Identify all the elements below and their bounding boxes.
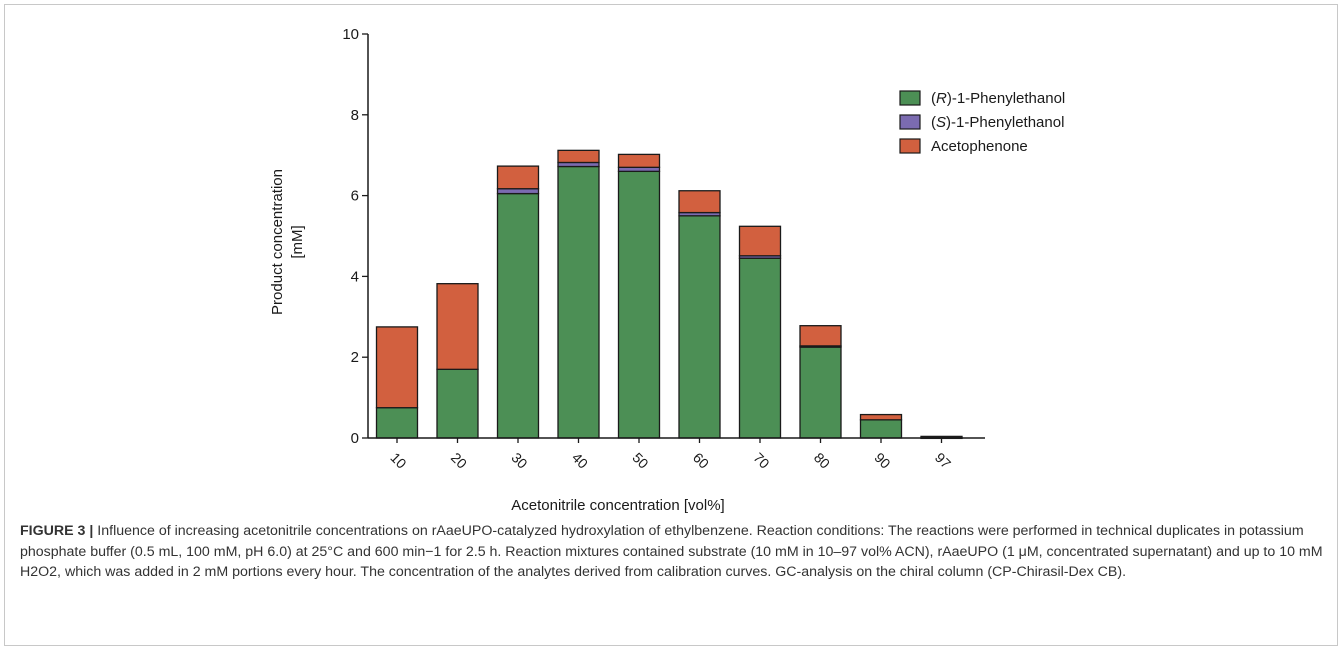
y-tick-label: 8 — [351, 107, 359, 124]
bar-segment-80-series-1 — [799, 346, 842, 439]
bar-segment-30-series-3 — [496, 165, 540, 190]
x-tick-label: 60 — [690, 449, 712, 471]
bar-segment-70-series-1 — [738, 257, 782, 439]
bar-segment-60-series-3 — [678, 190, 721, 214]
x-axis-title: Acetonitrile concentration [vol%] — [511, 497, 724, 514]
bar-segment-30-series-1 — [496, 192, 540, 439]
legend-swatch — [899, 138, 921, 154]
x-tick-label: 70 — [750, 449, 772, 471]
figure-caption: FIGURE 3 | Influence of increasing aceto… — [20, 521, 1330, 583]
bar-segment-20-series-3 — [436, 283, 479, 370]
bar-segment-80-series-3 — [799, 325, 842, 347]
y-axis-title-line-2: [mM] — [289, 225, 306, 258]
bar-segment-40-series-3 — [557, 149, 600, 164]
x-tick-label: 90 — [871, 449, 893, 471]
bar-segment-50-series-3 — [617, 153, 661, 168]
x-tick-label: 40 — [569, 449, 591, 471]
x-tick-label: 50 — [629, 449, 651, 471]
legend-swatch — [899, 90, 921, 106]
x-tick-label: 20 — [448, 449, 470, 471]
y-tick-label: 0 — [351, 430, 359, 447]
legend-swatch — [899, 114, 921, 130]
y-tick-label: 6 — [351, 188, 359, 205]
bar-segment-30-series-2 — [496, 188, 540, 195]
legend-label: (S)-1-Phenylethanol — [931, 114, 1064, 131]
bar-segment-10-series-3 — [375, 326, 419, 409]
figure-label: FIGURE 3 | — [20, 523, 94, 539]
x-tick-label: 80 — [811, 449, 833, 471]
x-tick-label: 97 — [932, 449, 954, 471]
figure-caption-text: Influence of increasing acetonitrile con… — [20, 523, 1323, 581]
y-tick-label: 2 — [351, 349, 359, 366]
bar-segment-90-series-1 — [859, 419, 903, 439]
x-tick-label: 10 — [387, 449, 409, 471]
bar-segment-50-series-1 — [617, 170, 661, 439]
figure-frame — [4, 4, 1338, 646]
bars-layer — [375, 149, 963, 440]
y-tick-label: 4 — [351, 268, 359, 285]
bar-segment-70-series-3 — [738, 225, 782, 257]
bar-segment-60-series-1 — [678, 215, 721, 439]
stacked-bar-chart: 10 20 30 40 50 60 70 80 90 97 0 2 4 6 8 10 (R)-1-Phenyl… — [269, 26, 1065, 514]
y-tick-label: 10 — [342, 26, 359, 43]
y-axis-title: Product concentration [mM] — [269, 169, 306, 315]
bar-segment-10-series-1 — [375, 407, 419, 439]
bar-segment-20-series-1 — [436, 368, 479, 439]
legend-label: (R)-1-Phenylethanol — [931, 90, 1065, 107]
legend-label: Acetophenone — [931, 138, 1028, 155]
legend: (R)-1-Phenylethanol (S)-1-Phenylethanol Ac… — [899, 90, 1065, 155]
bar-segment-90-series-3 — [859, 413, 903, 421]
y-axis-title-line-1: Product concentration — [269, 169, 286, 315]
x-tick-label: 30 — [508, 449, 530, 471]
bar-segment-40-series-1 — [557, 165, 600, 439]
